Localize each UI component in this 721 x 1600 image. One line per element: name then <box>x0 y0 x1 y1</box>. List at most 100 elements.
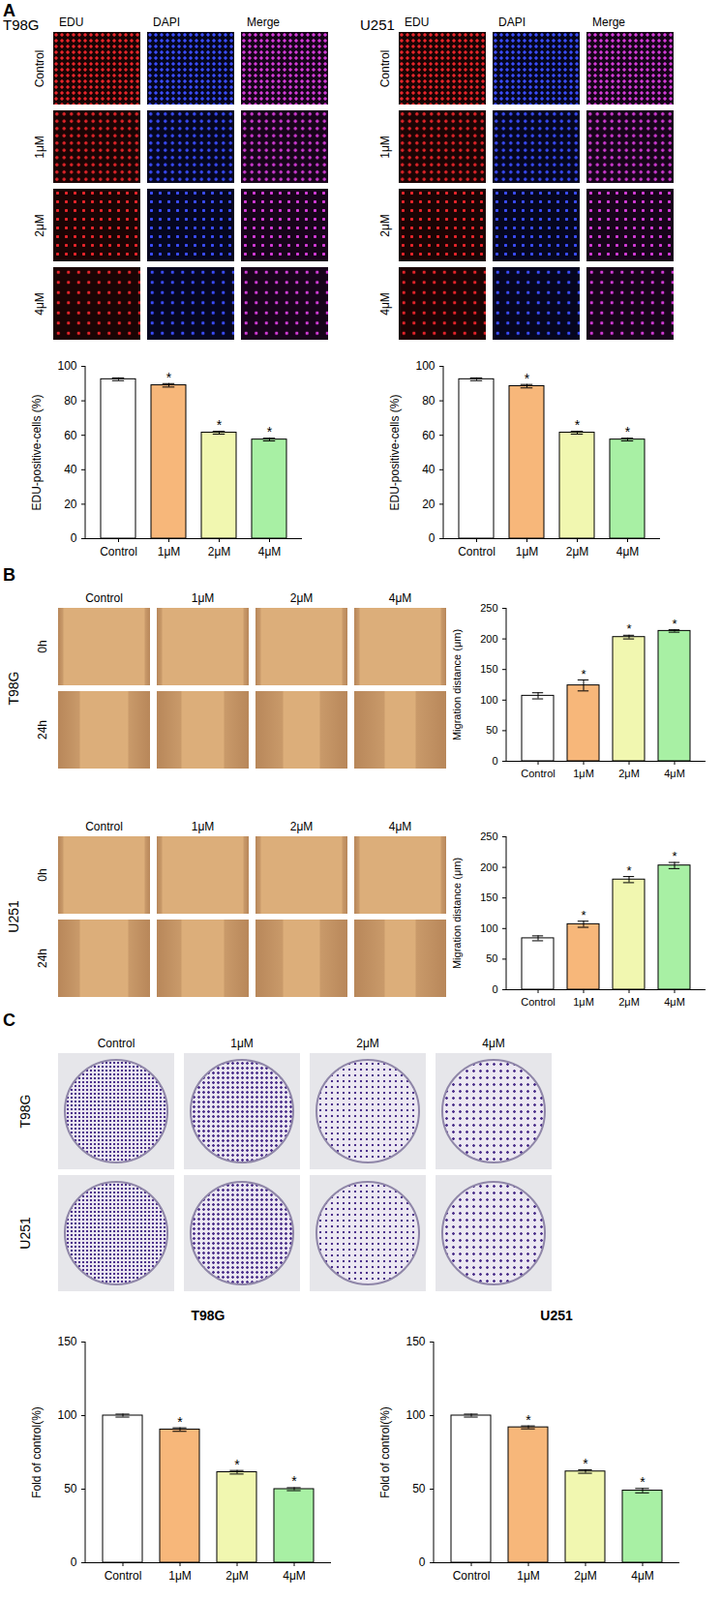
svg-text:*: * <box>267 423 273 440</box>
svg-text:Control: Control <box>452 1568 491 1583</box>
svg-text:4μM: 4μM <box>630 1568 655 1583</box>
svg-text:50: 50 <box>63 1481 78 1496</box>
svg-text:250: 250 <box>480 830 498 842</box>
svg-text:40: 40 <box>421 462 436 477</box>
svg-text:*: * <box>177 1413 183 1430</box>
svg-text:100: 100 <box>415 359 435 373</box>
html-text:U251: U251 <box>360 16 395 33</box>
html-text:EDU: EDU <box>404 15 430 30</box>
svg-text:EDU-positive-cells (%): EDU-positive-cells (%) <box>388 393 402 511</box>
svg-text:20: 20 <box>421 497 436 511</box>
svg-text:Control: Control <box>520 995 555 1008</box>
html-text:EDU: EDU <box>59 15 84 30</box>
svg-text:100: 100 <box>480 693 498 706</box>
html-text:DAPI: DAPI <box>498 15 526 30</box>
svg-text:2μM: 2μM <box>573 1568 598 1583</box>
svg-text:*: * <box>671 616 677 631</box>
svg-text:200: 200 <box>480 861 498 873</box>
svg-text:100: 100 <box>57 359 77 373</box>
svg-text:60: 60 <box>63 428 78 443</box>
svg-text:Migration distance (μm): Migration distance (μm) <box>450 857 463 969</box>
svg-text:4μM: 4μM <box>258 544 282 559</box>
html-text:Merge: Merge <box>246 15 280 30</box>
html-text:2μM: 2μM <box>32 213 47 237</box>
svg-text:*: * <box>582 1455 589 1472</box>
svg-text:*: * <box>216 417 223 433</box>
svg-text:*: * <box>166 369 173 386</box>
svg-text:EDU-positive-cells (%): EDU-positive-cells (%) <box>30 393 44 511</box>
svg-text:1μM: 1μM <box>572 995 595 1008</box>
svg-text:100: 100 <box>405 1408 425 1422</box>
svg-text:1μM: 1μM <box>572 767 595 780</box>
svg-text:4μM: 4μM <box>663 995 686 1008</box>
svg-text:2μM: 2μM <box>208 544 232 559</box>
svg-text:80: 80 <box>421 393 436 408</box>
svg-text:Control: Control <box>99 544 138 559</box>
svg-text:150: 150 <box>480 662 498 675</box>
svg-text:100: 100 <box>480 922 498 934</box>
svg-text:0: 0 <box>491 983 498 995</box>
svg-text:*: * <box>625 423 631 440</box>
svg-text:4μM: 4μM <box>663 767 686 780</box>
svg-text:50: 50 <box>485 952 498 964</box>
svg-text:Fold of control(%): Fold of control(%) <box>378 1406 392 1499</box>
html-text:T98G: T98G <box>5 671 22 706</box>
html-text:U251: U251 <box>17 1216 33 1250</box>
svg-text:80: 80 <box>63 393 78 408</box>
svg-text:50: 50 <box>485 723 498 736</box>
svg-text:200: 200 <box>480 632 498 645</box>
svg-text:2μM: 2μM <box>566 544 590 559</box>
svg-text:*: * <box>291 1472 298 1489</box>
svg-text:Control: Control <box>520 767 555 780</box>
svg-text:4μM: 4μM <box>282 1568 306 1583</box>
svg-text:150: 150 <box>480 891 498 903</box>
svg-text:100: 100 <box>57 1408 77 1422</box>
svg-text:0: 0 <box>70 531 78 545</box>
html-text:Control: Control <box>32 49 47 87</box>
svg-text:60: 60 <box>421 428 436 443</box>
svg-text:2μM: 2μM <box>225 1568 249 1583</box>
svg-text:*: * <box>626 621 631 636</box>
svg-text:*: * <box>580 907 586 923</box>
svg-text:1μM: 1μM <box>157 544 181 559</box>
svg-text:2μM: 2μM <box>618 995 640 1008</box>
html-text:U251: U251 <box>540 1307 573 1323</box>
svg-text:2μM: 2μM <box>618 767 640 780</box>
svg-text:Control: Control <box>104 1568 143 1583</box>
svg-text:4μM: 4μM <box>616 544 640 559</box>
html-text:24h: 24h <box>35 720 50 740</box>
svg-text:*: * <box>639 1473 646 1490</box>
html-text:1μM: 1μM <box>32 135 47 159</box>
svg-text:*: * <box>234 1456 241 1473</box>
html-text:Merge: Merge <box>592 15 626 30</box>
svg-text:1μM: 1μM <box>515 544 540 559</box>
svg-text:*: * <box>574 417 581 433</box>
svg-text:0: 0 <box>419 1555 426 1569</box>
svg-text:*: * <box>626 863 631 878</box>
svg-text:40: 40 <box>63 462 78 477</box>
svg-text:*: * <box>671 848 677 864</box>
html-text:Control: Control <box>85 819 123 834</box>
svg-text:Fold of control(%): Fold of control(%) <box>30 1406 44 1499</box>
html-text:DAPI: DAPI <box>152 15 181 30</box>
svg-text:50: 50 <box>412 1481 426 1496</box>
svg-text:0: 0 <box>491 754 498 767</box>
svg-text:1μM: 1μM <box>168 1568 192 1583</box>
html-text:U251: U251 <box>5 900 22 933</box>
svg-text:150: 150 <box>405 1334 425 1349</box>
svg-text:Migration distance (μm): Migration distance (μm) <box>450 629 463 741</box>
html-text:T98G: T98G <box>17 1094 33 1128</box>
html-text:4μM: 4μM <box>32 291 47 315</box>
svg-text:0: 0 <box>70 1555 78 1569</box>
svg-text:20: 20 <box>63 497 78 511</box>
svg-text:*: * <box>580 666 586 682</box>
svg-text:*: * <box>524 370 531 387</box>
html-text:T98G: T98G <box>191 1307 226 1323</box>
svg-text:Control: Control <box>457 544 496 559</box>
svg-text:150: 150 <box>57 1334 77 1349</box>
svg-text:0: 0 <box>428 531 436 545</box>
svg-text:*: * <box>525 1411 532 1428</box>
svg-text:250: 250 <box>480 601 498 614</box>
html-text:T98G: T98G <box>2 16 40 33</box>
svg-text:1μM: 1μM <box>516 1568 541 1583</box>
